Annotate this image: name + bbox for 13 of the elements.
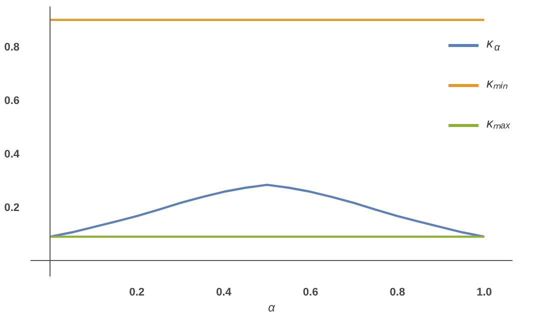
x-axis-title: α [268, 300, 276, 314]
x-tick-label: 0.4 [216, 286, 232, 298]
y-tick-label: 0.8 [4, 42, 20, 54]
y-tick-label: 0.2 [4, 202, 20, 214]
y-tick-label: 0.4 [4, 148, 20, 161]
y-tick-label: 0.6 [4, 95, 20, 108]
x-tick-label: 0.6 [302, 286, 318, 298]
x-tick-label: 0.2 [129, 286, 145, 298]
legend-label: κₘᵢₙ [486, 76, 509, 90]
legend-label: κₘₐₓ [486, 116, 511, 130]
x-tick-label: 1.0 [476, 286, 492, 298]
x-tick-label: 0.8 [390, 286, 406, 298]
line-series [48, 184, 486, 238]
